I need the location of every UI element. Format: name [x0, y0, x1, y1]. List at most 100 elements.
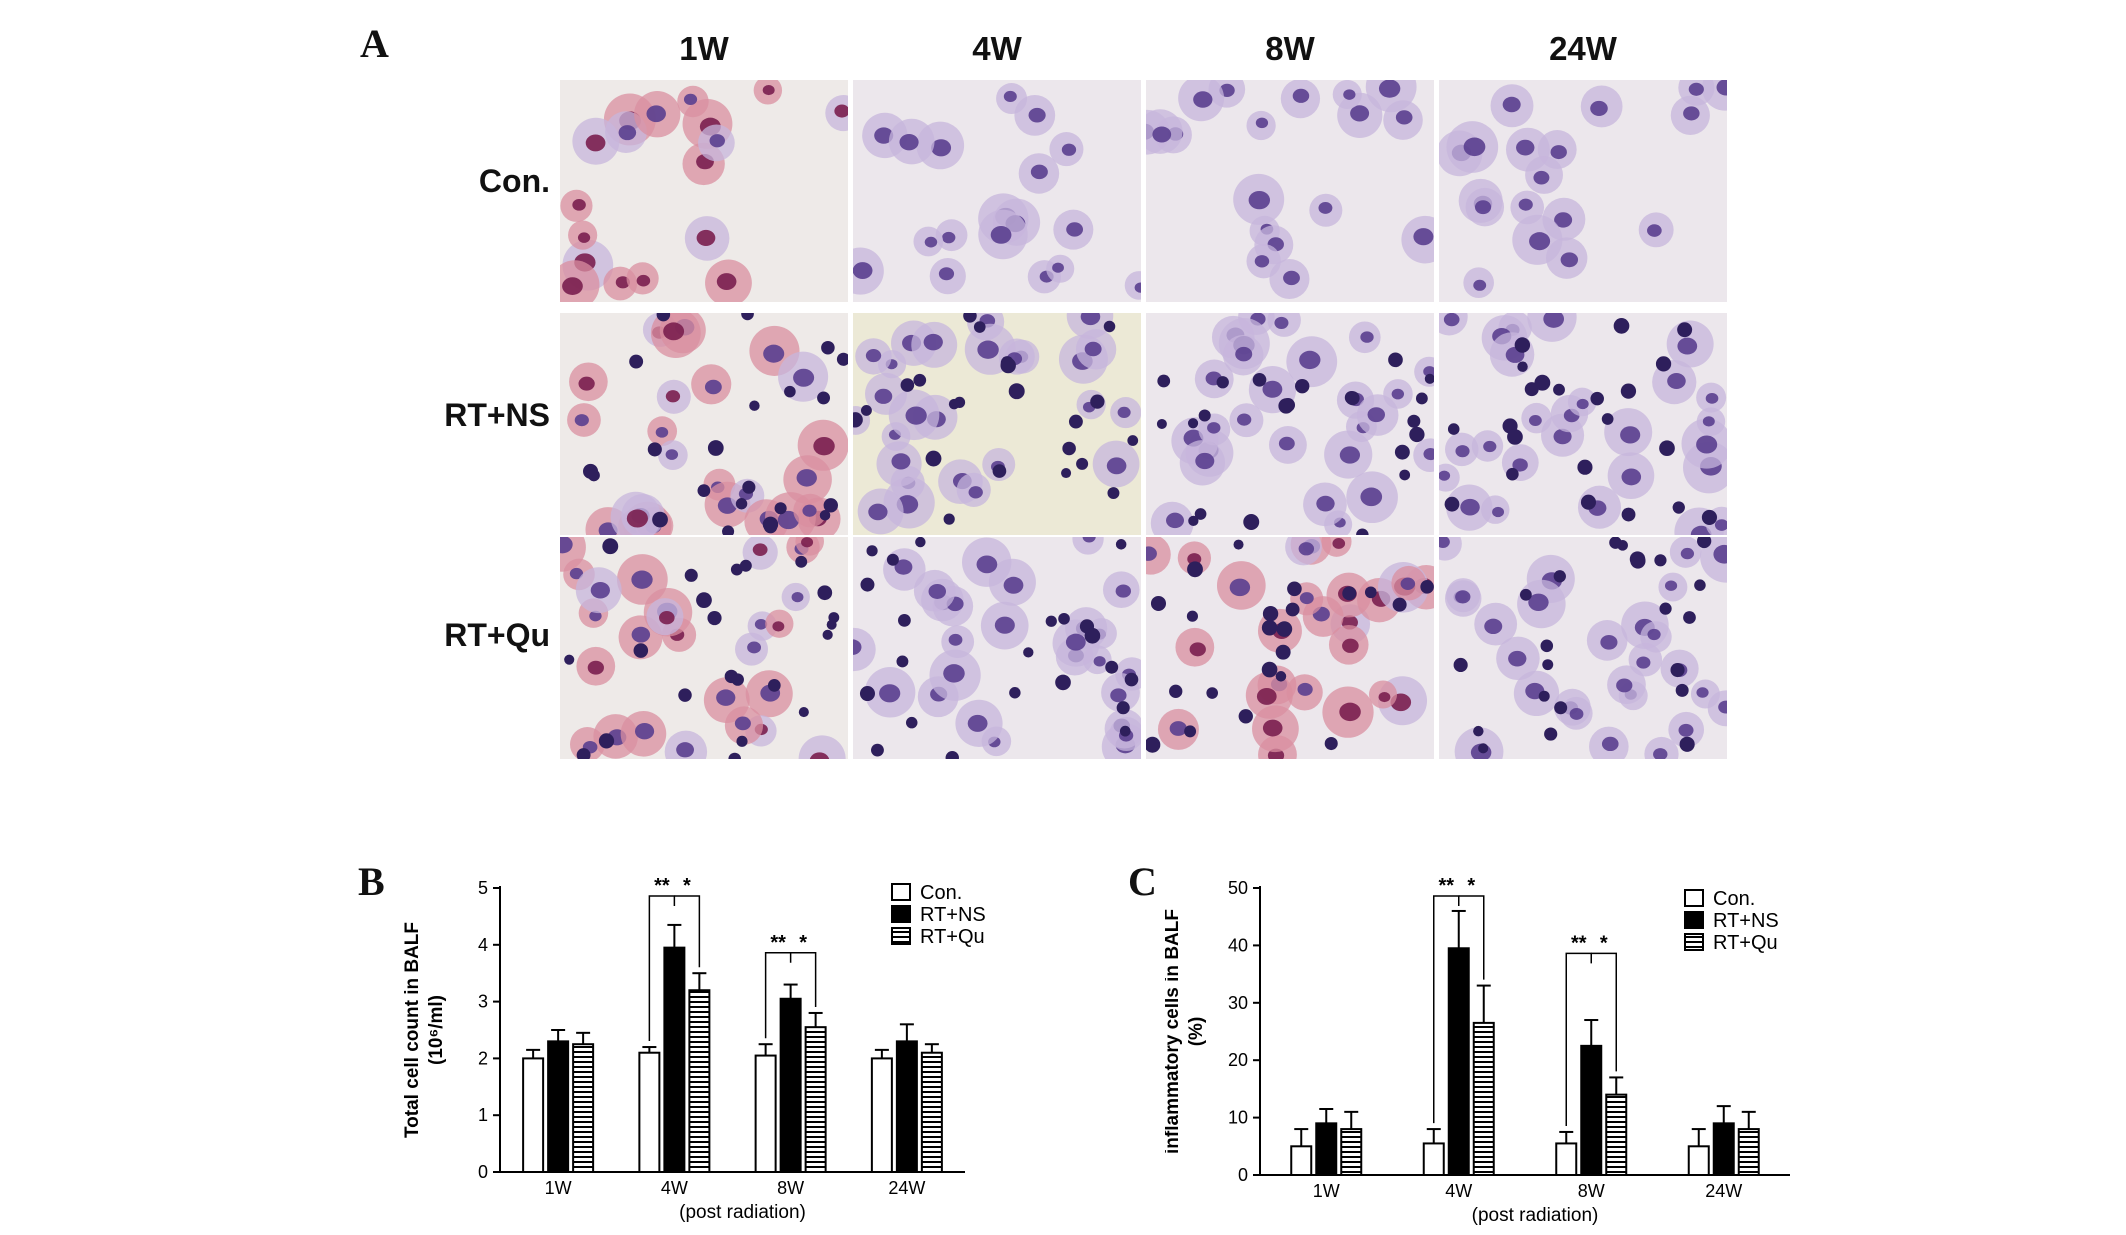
legend-swatch [1684, 889, 1704, 907]
panel-c-letter: C [1128, 859, 1157, 904]
bar-rt-qu-4w [1472, 1021, 1495, 1176]
significance-label: * [1467, 875, 1475, 897]
bar-rt-qu-1w [572, 1043, 595, 1173]
bar-con-24w [870, 1057, 893, 1173]
row-label-rt-ns: RT+NS [444, 397, 550, 433]
x-tick-label: 24W [1705, 1181, 1742, 1201]
legend-label: Con. [920, 882, 962, 904]
y-axis-unit: (10⁶/ml) [426, 995, 447, 1065]
x-axis-label: (post radiation) [679, 1202, 806, 1223]
legend-label: RT+NS [920, 904, 986, 926]
column-label-8w: 8W [1265, 30, 1315, 67]
y-tick-label: 1 [478, 1105, 488, 1125]
y-axis-label: inflammatory cells in BALF [1165, 909, 1183, 1154]
x-tick-label: 4W [661, 1178, 688, 1198]
legend-label: Con. [1713, 888, 1755, 910]
significance-label: * [799, 932, 807, 954]
legend-swatch [891, 927, 911, 945]
x-tick-label: 4W [1445, 1181, 1472, 1201]
micrograph-rt-ns-4w [853, 313, 1141, 535]
legend-swatch [891, 905, 911, 923]
x-axis-label: (post radiation) [1472, 1205, 1599, 1226]
y-tick-label: 0 [1238, 1165, 1248, 1185]
legend-swatch [1684, 933, 1704, 951]
y-tick-label: 10 [1228, 1108, 1248, 1128]
significance-label: ** [1438, 875, 1454, 897]
micrograph-con-1w [560, 80, 848, 302]
x-tick-label: 8W [1578, 1181, 1605, 1201]
significance-bracket [1458, 895, 1485, 980]
x-tick-label: 8W [777, 1178, 804, 1198]
x-tick-label: 1W [545, 1178, 572, 1198]
significance-bracket [1591, 952, 1617, 1072]
bar-con-8w [1555, 1142, 1578, 1176]
bar-rt-ns-1w [547, 1040, 570, 1173]
bar-rt-qu-24w [1737, 1128, 1760, 1176]
bar-con-8w [754, 1054, 777, 1173]
panel-b-letter: B [358, 859, 385, 904]
micrograph-rt-qu-8w [1146, 537, 1434, 759]
significance-label: * [683, 875, 691, 897]
micrograph-rt-ns-8w [1146, 313, 1434, 535]
chart-c-inflammatory-cells: 0 10 20 30 40 50 inflammatory cells in BALF(%)… [1165, 875, 1790, 1226]
significance-bracket [764, 952, 792, 1039]
y-tick-label: 2 [478, 1048, 488, 1068]
micrograph-con-4w [853, 80, 1141, 302]
significance-label: ** [770, 932, 786, 954]
bar-rt-ns-8w [779, 997, 802, 1173]
bar-rt-qu-24w [920, 1051, 943, 1173]
bar-con-24w [1687, 1145, 1710, 1176]
y-tick-label: 20 [1228, 1050, 1248, 1070]
y-axis-unit: (%) [1186, 1017, 1207, 1047]
column-label-4w: 4W [972, 30, 1022, 67]
y-tick-label: 3 [478, 992, 488, 1012]
row-label-con: Con. [478, 163, 550, 199]
bar-rt-qu-1w [1340, 1128, 1363, 1176]
micrograph-con-8w [1146, 80, 1434, 302]
y-tick-label: 30 [1228, 993, 1248, 1013]
micrograph-rt-qu-24w [1439, 537, 1727, 759]
y-tick-label: 4 [478, 935, 488, 955]
bar-rt-ns-24w [895, 1040, 918, 1173]
y-tick-label: 0 [478, 1162, 488, 1182]
legend-label: RT+Qu [1713, 932, 1778, 954]
bar-rt-qu-8w [804, 1026, 827, 1173]
column-label-24w: 24W [1549, 30, 1617, 67]
bar-rt-ns-24w [1712, 1122, 1735, 1176]
bar-rt-qu-4w [688, 989, 711, 1173]
bar-rt-ns-4w [663, 946, 686, 1173]
y-tick-label: 50 [1228, 878, 1248, 898]
micrograph-con-24w [1439, 80, 1727, 302]
bar-rt-ns-1w [1315, 1122, 1338, 1176]
x-tick-label: 1W [1313, 1181, 1340, 1201]
micrograph-rt-ns-24w [1439, 313, 1727, 535]
bar-con-1w [1290, 1145, 1313, 1176]
significance-bracket [1565, 952, 1592, 1126]
y-axis-label: Total cell count in BALF [402, 922, 423, 1138]
bar-rt-qu-8w [1605, 1093, 1628, 1176]
legend-swatch [1684, 911, 1704, 929]
y-tick-label: 5 [478, 878, 488, 898]
significance-label: ** [1571, 932, 1587, 954]
bar-con-1w [522, 1057, 545, 1173]
significance-label: ** [654, 875, 670, 897]
significance-label: * [1600, 932, 1608, 954]
column-label-1w: 1W [679, 30, 729, 67]
bar-con-4w [1422, 1142, 1445, 1176]
bar-rt-ns-4w [1447, 947, 1470, 1176]
chart-b-total-cell-count: 0 1 2 3 4 5 Total cell count in BALF (10⁶/ml) 1W… [402, 875, 986, 1223]
legend-label: RT+NS [1713, 910, 1779, 932]
panel-a-letter: A [360, 21, 389, 66]
x-tick-label: 24W [888, 1178, 925, 1198]
bar-con-4w [638, 1051, 661, 1173]
row-label-rt-qu: RT+Qu [444, 617, 550, 653]
significance-bracket [1433, 895, 1460, 1124]
bar-rt-ns-8w [1580, 1044, 1603, 1176]
significance-bracket [674, 895, 701, 968]
micrograph-rt-ns-1w [560, 313, 848, 535]
significance-bracket [790, 952, 817, 1007]
legend-label: RT+Qu [920, 926, 985, 948]
micrograph-rt-qu-4w [853, 537, 1141, 759]
micrograph-rt-qu-1w [560, 537, 848, 759]
y-tick-label: 40 [1228, 935, 1248, 955]
